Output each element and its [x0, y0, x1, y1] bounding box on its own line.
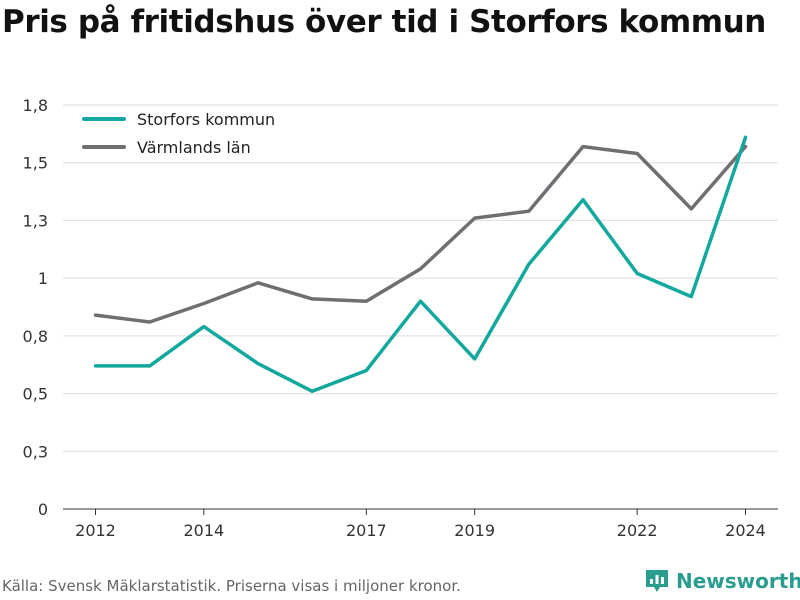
series-line-värmlands-län: [93, 144, 748, 324]
legend-background: [80, 108, 248, 130]
x-tick-label: 2012: [75, 521, 116, 540]
newsworthy-logo-icon: [646, 570, 668, 592]
y-tick-label: 0: [38, 500, 48, 519]
y-tick-label: 1,3: [23, 211, 48, 230]
y-tick-label: 1: [38, 269, 48, 288]
legend-background: [80, 136, 248, 158]
gridlines: [63, 104, 778, 510]
legend-label: Värmlands län: [137, 138, 251, 157]
y-tick-label: 0,5: [23, 385, 48, 404]
brand-name: Newsworthy: [676, 569, 800, 593]
series-lines: [93, 135, 748, 394]
chart-title: Pris på fritidshus över tid i Storfors k…: [2, 4, 766, 40]
x-tick-label: 2024: [725, 521, 766, 540]
y-axis-ticks: 0 0,3 0,5 0,8 1 1,3 1,5 1,8: [23, 96, 48, 519]
x-tick-label: 2019: [454, 521, 495, 540]
y-tick-label: 0,3: [23, 442, 48, 461]
brand-logo: Newsworthy: [644, 568, 800, 594]
legend: Storfors kommun Värmlands län: [80, 108, 275, 158]
legend-label: Storfors kommun: [137, 110, 275, 129]
x-tick-label: 2014: [183, 521, 224, 540]
x-tick-label: 2022: [617, 521, 658, 540]
source-note: Källa: Svensk Mäklarstatistik. Priserna …: [2, 577, 461, 595]
x-axis-ticks: 2012 2014 2017 2019 2022 2024: [75, 509, 766, 540]
series-line-storfors-kommun: [93, 135, 748, 394]
y-tick-label: 0,8: [23, 327, 48, 346]
x-tick-label: 2017: [346, 521, 387, 540]
y-tick-label: 1,5: [23, 154, 48, 173]
y-tick-label: 1,8: [23, 96, 48, 115]
